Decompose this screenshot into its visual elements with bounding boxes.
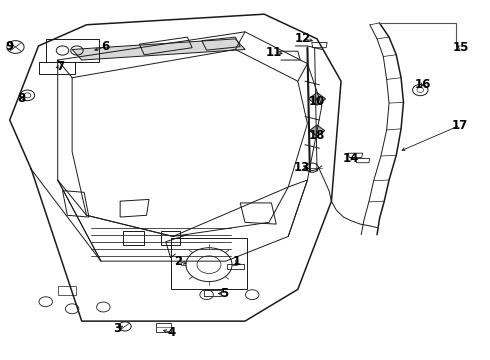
Polygon shape: [72, 39, 245, 60]
Text: 2: 2: [174, 255, 182, 267]
Text: 3: 3: [113, 323, 122, 336]
Text: 6: 6: [101, 40, 110, 53]
Text: 8: 8: [18, 93, 26, 105]
Text: 15: 15: [453, 41, 469, 54]
Text: 17: 17: [452, 119, 468, 132]
Polygon shape: [308, 93, 326, 105]
Text: 11: 11: [266, 46, 282, 59]
Text: 13: 13: [294, 161, 310, 174]
Text: 10: 10: [309, 95, 325, 108]
Text: 12: 12: [294, 32, 311, 45]
Text: 14: 14: [343, 152, 359, 165]
Text: 18: 18: [309, 129, 325, 143]
Text: 1: 1: [233, 255, 241, 267]
Text: 9: 9: [5, 40, 14, 54]
Text: 7: 7: [56, 60, 65, 73]
Text: 16: 16: [415, 77, 431, 90]
Text: 4: 4: [168, 326, 176, 339]
Text: 5: 5: [220, 287, 228, 300]
Polygon shape: [309, 125, 325, 136]
